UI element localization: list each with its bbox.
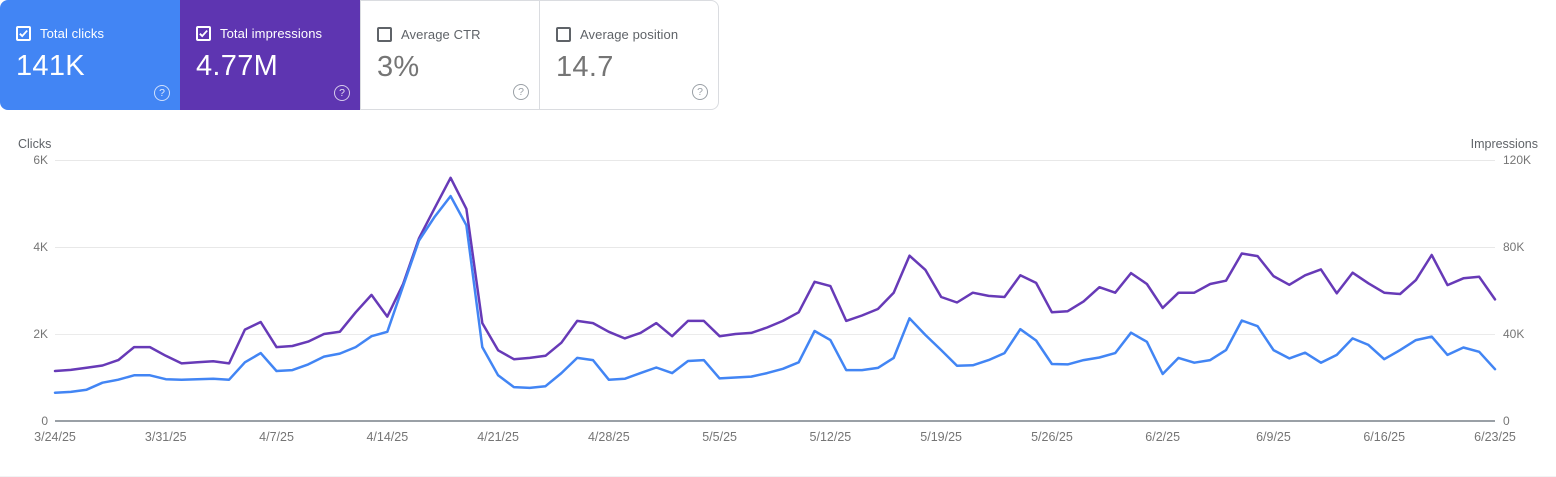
right-axis-title: Impressions [1470, 137, 1538, 151]
y-tick-left: 6K [33, 153, 48, 167]
metric-card-label: Total impressions [220, 26, 323, 41]
metric-card-value: 4.77M [196, 50, 279, 82]
help-icon[interactable]: ? [154, 85, 170, 101]
x-tick-label: 4/21/25 [477, 430, 519, 444]
left-axis-title: Clicks [18, 137, 52, 151]
metric-card-label: Average CTR [401, 27, 481, 42]
x-tick-label: 6/16/25 [1363, 430, 1406, 444]
metric-card-value: 141K [16, 50, 85, 82]
x-tick-label: 4/28/25 [587, 430, 630, 444]
metric-card-total-clicks[interactable]: Total clicks 141K ? [0, 0, 180, 110]
checkbox-unchecked-icon[interactable] [556, 27, 571, 42]
y-tick-right: 120K [1503, 153, 1532, 167]
x-tick-label: 5/19/25 [920, 430, 962, 444]
y-tick-right: 0 [1503, 414, 1510, 428]
x-tick-label: 3/24/25 [34, 430, 76, 444]
x-tick-label: 4/14/25 [366, 430, 409, 444]
y-tick-left: 4K [33, 240, 48, 254]
help-icon[interactable]: ? [692, 84, 708, 100]
metric-card-average-ctr[interactable]: Average CTR 3% ? [360, 0, 540, 110]
y-tick-left: 0 [41, 414, 48, 428]
metric-card-value: 14.7 [556, 51, 614, 83]
y-tick-right: 80K [1503, 240, 1525, 254]
x-tick-label: 5/12/25 [809, 430, 852, 444]
checkbox-unchecked-icon[interactable] [377, 27, 392, 42]
help-icon[interactable]: ? [334, 85, 350, 101]
impressions-line[interactable] [53, 176, 1497, 373]
metric-card-average-position[interactable]: Average position 14.7 ? [539, 0, 719, 110]
x-tick-label: 6/9/25 [1256, 430, 1291, 444]
metric-card-value: 3% [377, 51, 420, 83]
metric-card-label: Average position [580, 27, 679, 42]
checkbox-checked-icon[interactable] [16, 26, 31, 41]
x-tick-label: 6/2/25 [1145, 430, 1181, 444]
y-tick-left: 2K [33, 327, 48, 341]
x-tick-label: 5/26/25 [1031, 430, 1073, 444]
clicks-line[interactable] [53, 194, 1497, 394]
x-tick-label: 5/5/25 [702, 430, 737, 444]
checkbox-checked-icon[interactable] [196, 26, 211, 41]
y-tick-right: 40K [1503, 327, 1525, 341]
x-tick-label: 3/31/25 [144, 430, 187, 444]
metric-cards: Total clicks 141K ? Total impressions 4.… [0, 0, 719, 110]
metric-card-total-impressions[interactable]: Total impressions 4.77M ? [180, 0, 360, 110]
help-icon[interactable]: ? [513, 84, 529, 100]
x-tick-label: 4/7/25 [259, 430, 294, 444]
x-tick-label: 6/23/25 [1474, 430, 1516, 444]
metric-card-label: Total clicks [40, 26, 105, 41]
